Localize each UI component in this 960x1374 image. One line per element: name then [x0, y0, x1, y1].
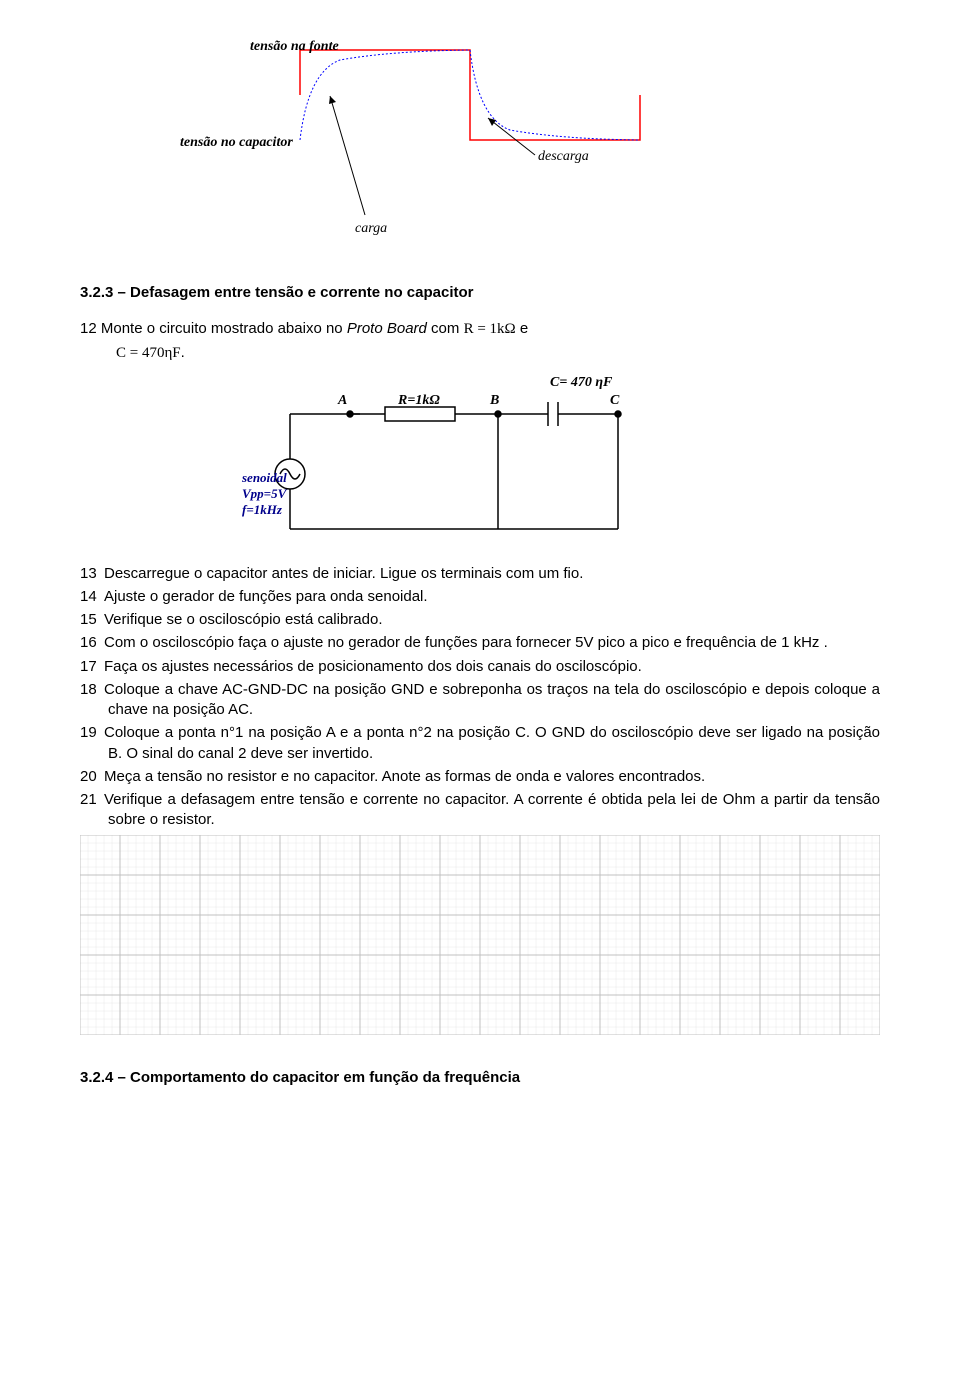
- arrow-charge-head: [329, 96, 336, 104]
- label-discharge: descarga: [538, 149, 589, 164]
- heading-3-2-3: 3.2.3 – Defasagem entre tensão e corrent…: [80, 284, 880, 301]
- step-17: 17Faça os ajustes necessários de posicio…: [80, 657, 880, 677]
- step-num: 18: [80, 680, 104, 700]
- step-num: 17: [80, 657, 104, 677]
- cap-label: C= 470 ηF: [550, 375, 613, 390]
- eq-r: R = 1kΩ: [464, 321, 516, 337]
- waveform-svg: tensão na fonte tensão no capacitor desc…: [140, 40, 660, 250]
- circuit-figure: C= 470 ηF R=1kΩ A B C: [240, 374, 880, 548]
- step-15: 15Verifique se o osciloscópio está calib…: [80, 610, 880, 630]
- step-text: Descarregue o capacitor antes de iniciar…: [104, 565, 583, 582]
- step-text: Verifique a defasagem entre tensão e cor…: [104, 791, 880, 828]
- step-num: 15: [80, 610, 104, 630]
- arrow-discharge-head: [488, 118, 496, 126]
- step-18: 18Coloque a chave AC-GND-DC na posição G…: [80, 680, 880, 721]
- arrow-charge: [330, 96, 365, 215]
- intro-post: com: [427, 320, 464, 337]
- circuit-wires: [275, 402, 621, 529]
- step-text: Coloque a chave AC-GND-DC na posição GND…: [104, 681, 880, 718]
- arrow-discharge: [488, 118, 535, 155]
- src-l3: f=1kHz: [242, 502, 283, 517]
- step-num: 20: [80, 767, 104, 787]
- step-text: Verifique se o osciloscópio está calibra…: [104, 611, 383, 628]
- cap-charge-curve: [300, 50, 470, 140]
- waveform-figure: tensão na fonte tensão no capacitor desc…: [140, 40, 880, 254]
- circuit-svg: C= 470 ηF R=1kΩ A B C: [240, 374, 660, 544]
- label-capacitor: tensão no capacitor: [180, 135, 293, 150]
- step-num: 14: [80, 587, 104, 607]
- source-waveform: [300, 50, 640, 140]
- src-l2: Vpp=5V: [242, 486, 288, 501]
- intro-and: e: [520, 320, 528, 337]
- eq-c-dot: .: [181, 344, 185, 361]
- step-21: 21Verifique a defasagem entre tensão e c…: [80, 790, 880, 831]
- node-c: C: [610, 393, 620, 408]
- step-16: 16Com o osciloscópio faça o ajuste no ge…: [80, 633, 880, 653]
- step-text: Meça a tensão no resistor e no capacitor…: [104, 768, 705, 785]
- src-l1: senoidal: [241, 470, 287, 485]
- step-num: 19: [80, 723, 104, 743]
- eq-c-line: C = 470ηF.: [116, 343, 880, 363]
- step-text: Com o osciloscópio faça o ajuste no gera…: [104, 634, 828, 651]
- step-text: Faça os ajustes necessários de posiciona…: [104, 658, 642, 675]
- r-label: R=1kΩ: [397, 393, 440, 408]
- intro-italic: Proto Board: [347, 320, 427, 337]
- step-20: 20Meça a tensão no resistor e no capacit…: [80, 767, 880, 787]
- label-charge: carga: [355, 221, 387, 236]
- heading-3-2-4: 3.2.4 – Comportamento do capacitor em fu…: [80, 1069, 880, 1086]
- answer-grid: [80, 835, 880, 1039]
- node-a: A: [337, 393, 347, 408]
- step-text: Coloque a ponta n°1 na posição A e a pon…: [104, 724, 880, 761]
- step-num: 21: [80, 790, 104, 810]
- step-19: 19Coloque a ponta n°1 na posição A e a p…: [80, 723, 880, 764]
- grid-svg: [80, 835, 880, 1035]
- step-14: 14Ajuste o gerador de funções para onda …: [80, 587, 880, 607]
- intro-para: 12 Monte o circuito mostrado abaixo no P…: [80, 319, 880, 339]
- node-b: B: [489, 393, 499, 408]
- cap-discharge-curve: [470, 50, 640, 140]
- step-13: 13Descarregue o capacitor antes de inici…: [80, 564, 880, 584]
- eq-c: C = 470ηF: [116, 345, 181, 361]
- step-num: 16: [80, 633, 104, 653]
- intro-pre: 12 Monte o circuito mostrado abaixo no: [80, 320, 347, 337]
- steps-list: 13Descarregue o capacitor antes de inici…: [80, 564, 880, 831]
- step-num: 13: [80, 564, 104, 584]
- label-source: tensão na fonte: [250, 40, 339, 54]
- step-text: Ajuste o gerador de funções para onda se…: [104, 588, 428, 605]
